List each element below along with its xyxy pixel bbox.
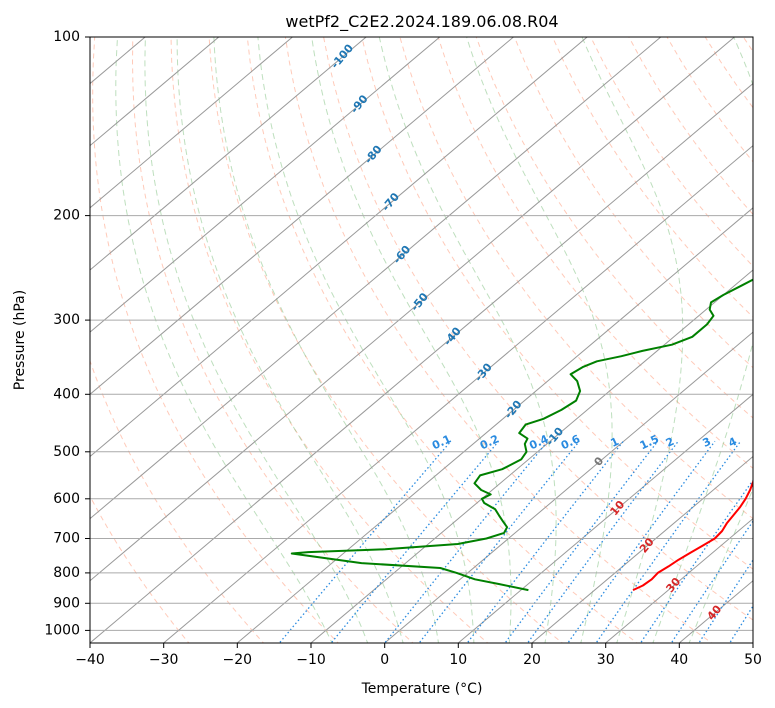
- dry-adiabat: [399, 37, 753, 520]
- mixing-ratio-line: [567, 440, 716, 643]
- y-tick-label: 700: [53, 531, 80, 547]
- y-tick-label: 100: [53, 29, 80, 45]
- y-axis: 100 200 300 400 500 600 700 800 900 1000: [44, 29, 90, 638]
- pressure-gridlines: [90, 36, 753, 631]
- y-tick-label: 300: [53, 312, 80, 328]
- x-tick-label: 50: [744, 652, 762, 668]
- x-tick-label: 20: [523, 652, 541, 668]
- plot-frame: [89, 36, 754, 644]
- y-tick-label: 800: [53, 565, 80, 581]
- mixing-ratio-line: [698, 558, 753, 643]
- y-tick-label: 900: [53, 595, 80, 611]
- isotherm-line: [90, 37, 367, 271]
- x-axis-label: Temperature (°C): [361, 681, 483, 697]
- dry-adiabat: [513, 37, 753, 369]
- isotherm-line: [531, 455, 753, 643]
- isotherm-line: [236, 207, 753, 643]
- mixing-ratio-line: [278, 440, 452, 643]
- mixing-ratio-line: [383, 440, 549, 643]
- mixing-ratio-line: [728, 604, 753, 643]
- dry-adiabat: [246, 37, 638, 643]
- y-tick-label: 1000: [44, 622, 80, 638]
- moist-adiabat: [115, 37, 333, 643]
- x-axis: −40 −30 −20 −10 0 10 20 30 40 50: [75, 643, 762, 668]
- isotherm-line: [90, 37, 515, 395]
- y-tick-label: 200: [53, 208, 80, 224]
- isotherm-line: [90, 37, 441, 333]
- mixing-ratio-line: [418, 440, 580, 643]
- mixing-ratio-line: [595, 440, 742, 643]
- isotherm-line: [90, 37, 662, 520]
- y-axis-label: Pressure (hPa): [12, 290, 28, 390]
- y-tick-label: 600: [53, 491, 80, 507]
- x-tick-label: −10: [296, 652, 326, 668]
- isotherm-line: [383, 331, 753, 643]
- isotherm-line: [90, 37, 220, 147]
- isotherm-line: [604, 517, 753, 643]
- isotherm-line: [310, 269, 753, 643]
- x-tick-label: −40: [75, 652, 105, 668]
- y-tick-label: 400: [53, 386, 80, 402]
- isotherm-line: [90, 37, 736, 582]
- mixing-ratio-line: [504, 440, 659, 643]
- isotherm-line: [457, 393, 753, 643]
- isotherm-line: [90, 37, 588, 458]
- x-tick-label: 40: [670, 652, 688, 668]
- isotherm-line: [90, 37, 294, 209]
- dry-adiabat: [475, 37, 753, 419]
- x-tick-label: 0: [380, 652, 389, 668]
- dry-adiabat: [437, 37, 753, 469]
- x-tick-label: −20: [223, 652, 253, 668]
- y-tick-label: 500: [53, 444, 80, 460]
- isotherm-line: [162, 145, 753, 643]
- x-tick-label: 10: [449, 652, 467, 668]
- series-line-1: [290, 278, 753, 592]
- x-tick-label: 30: [597, 652, 615, 668]
- chart-title: wetPf2_C2E2.2024.189.06.08.R04: [285, 12, 558, 32]
- mixing-ratio-line: [670, 520, 753, 643]
- profile-series: [290, 278, 753, 592]
- x-tick-label: −30: [149, 652, 179, 668]
- isotherm-line: [90, 82, 753, 643]
- dry-adiabat: [361, 37, 753, 570]
- series-line-0: [632, 476, 753, 592]
- dry-adiabat: [131, 37, 414, 643]
